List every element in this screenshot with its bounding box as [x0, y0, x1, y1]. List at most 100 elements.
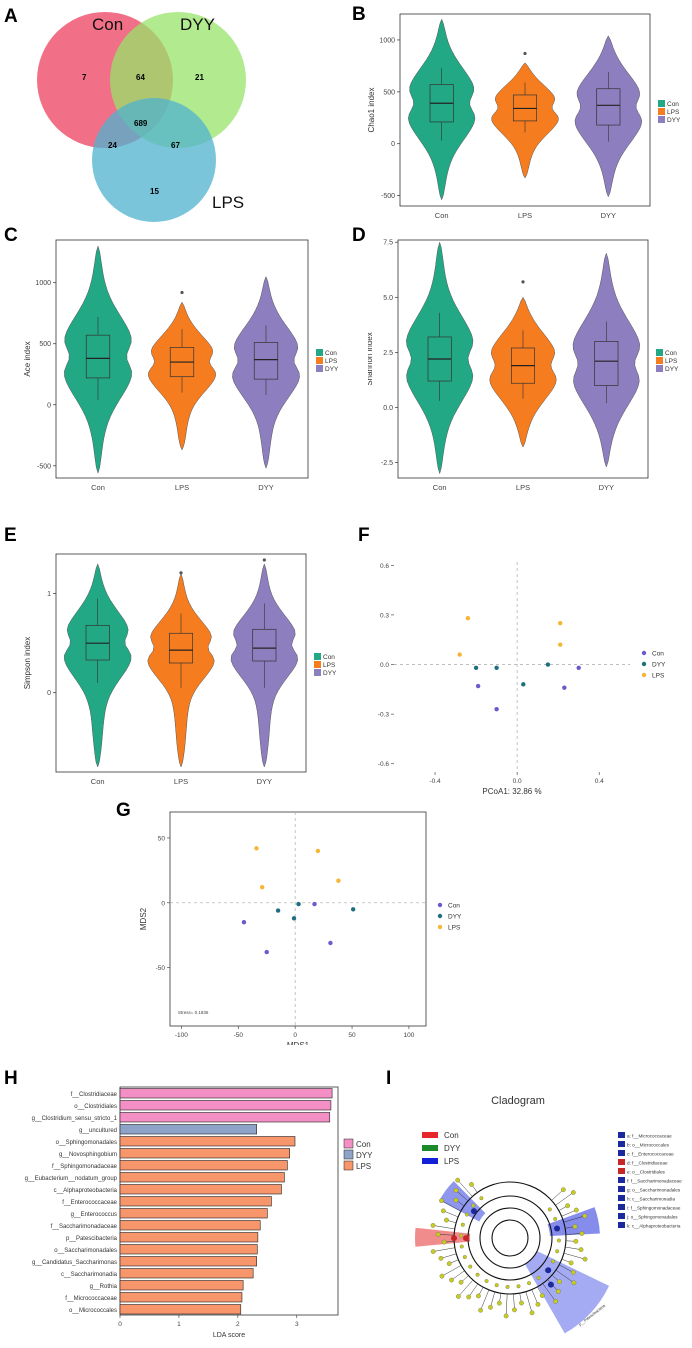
x-tick-label: LPS: [516, 483, 530, 492]
legend-swatch-lps: [658, 108, 665, 115]
lda-bar-label: g__Rothia: [90, 1284, 118, 1290]
legend-label-lps: LPS: [448, 925, 461, 932]
y-axis-title: Simpson index: [23, 637, 32, 689]
lda-bar-label: g__Candidatus_Saccharimonas: [32, 1260, 117, 1266]
venn-circle-lps: [92, 98, 216, 222]
legend-label-con: Con: [323, 654, 335, 661]
taxa-key-label: g: o__Saccharimonadales: [627, 1188, 681, 1193]
clade-node: [570, 1270, 576, 1275]
y-tick-label: 0: [47, 402, 51, 409]
clade-branch: [443, 1210, 459, 1218]
legend-label-lps: LPS: [323, 662, 336, 669]
point-lps: [254, 846, 259, 851]
clade-node: [536, 1275, 541, 1280]
lda-bar-label: f__Clostridiaceae: [71, 1092, 118, 1098]
y-axis-title: MDS2: [139, 907, 148, 930]
panel-letter-b: B: [352, 4, 366, 25]
taxa-key-label: i: f__Sphingomonadaceae: [627, 1206, 681, 1211]
lda-bar: [119, 1304, 242, 1315]
clade-node: [529, 1310, 535, 1316]
x-tick-label: 0.0: [513, 778, 522, 785]
clade-node: [449, 1277, 454, 1283]
y-tick-label: -500: [381, 193, 395, 200]
clade-node: [555, 1249, 560, 1254]
clade-branch: [542, 1283, 556, 1302]
lda-bar: [119, 1100, 332, 1111]
y-tick-label: 0.0: [380, 662, 389, 669]
clade-highlight: [524, 1251, 610, 1334]
x-tick-label: DYY: [599, 483, 614, 492]
clade-node: [578, 1247, 584, 1252]
lda-bar: [119, 1280, 244, 1291]
point-dyy: [545, 662, 551, 667]
y-tick-label: 7.5: [383, 240, 393, 247]
clade-node: [439, 1198, 444, 1204]
lda-bar-label: o__Micrococcales: [69, 1308, 117, 1314]
clado-legend-swatch-con: [422, 1132, 438, 1138]
clade-node: [453, 1188, 459, 1193]
x-tick-label: DYY: [258, 483, 273, 492]
x-tick-label: DYY: [601, 211, 616, 220]
legend-swatch-con: [314, 653, 321, 660]
clade-node: [574, 1207, 579, 1213]
lda-bar-label: g__Enterococcus: [71, 1212, 117, 1218]
lda-bar: [119, 1184, 282, 1195]
outlier-point: [262, 558, 266, 562]
clade-branch: [555, 1269, 575, 1283]
clade-node: [573, 1238, 579, 1244]
y-tick-label: 0.6: [380, 563, 389, 570]
lda-bar-label: g__Clostridium_sensu_stricto_1: [32, 1116, 118, 1122]
legend-swatch-lps: [343, 1160, 354, 1171]
clade-node: [471, 1203, 476, 1208]
taxa-key-swatch: [618, 1159, 625, 1165]
panel-letter-i: I: [386, 1068, 392, 1089]
clade-node: [505, 1284, 510, 1289]
x-tick-label: -50: [234, 1032, 244, 1039]
clade-branch: [563, 1215, 585, 1223]
stress-annotation: Stress= 0.1836: [178, 1010, 209, 1015]
legend-swatch-con: [343, 1138, 354, 1149]
y-axis-title: Shannon index: [368, 332, 374, 385]
x-axis-title: LDA score: [213, 1332, 245, 1339]
lda-bar-label: f__Micrococcaceae: [65, 1296, 117, 1302]
x-tick-label: 0: [293, 1032, 297, 1039]
lda-bar: [119, 1208, 268, 1219]
plot-frame: [169, 811, 427, 1027]
x-tick-label: 50: [348, 1032, 356, 1039]
lda-bar: [119, 1112, 331, 1123]
y-tick-label: -50: [156, 965, 166, 972]
clade-node: [557, 1279, 562, 1285]
legend-swatch-dyy: [658, 116, 665, 123]
legend-swatch-lps: [316, 357, 323, 364]
x-tick-label: 100: [404, 1032, 415, 1039]
plot-frame: [394, 562, 630, 772]
lda-bar-label: c__Saccharimonadia: [61, 1272, 118, 1278]
lda-bar: [119, 1136, 296, 1147]
panel-letter-e: E: [4, 525, 17, 546]
taxa-key-label: c: f__Enterococcaceae: [627, 1152, 674, 1157]
clade-node: [456, 1294, 461, 1299]
legend-swatch-lps: [656, 357, 663, 364]
x-tick-label: -0.4: [429, 778, 441, 785]
legend-label-dyy: DYY: [652, 662, 666, 669]
point-lps: [315, 848, 321, 854]
y-tick-label: 0: [391, 141, 395, 148]
clade-node: [430, 1223, 436, 1228]
clade-node: [494, 1283, 499, 1288]
clade-node: [579, 1231, 585, 1236]
box-con: [85, 334, 111, 379]
venn-count-lps-only: 15: [150, 187, 159, 196]
taxa-key-swatch: [618, 1168, 625, 1174]
clade-node: [478, 1307, 483, 1313]
lda-bar-label: c__Alphaproteobacteria: [54, 1188, 118, 1194]
clade-node: [462, 1255, 467, 1259]
point-dyy: [494, 665, 499, 671]
x-tick-label: LPS: [518, 211, 532, 220]
x-tick-label: Con: [91, 777, 105, 786]
point-lps: [465, 616, 471, 621]
venn-diagram: Con DYY LPS 7 64 21 689 24 67 15: [37, 12, 246, 222]
lda-bar: [119, 1172, 285, 1183]
x-axis-title: MDS1: [287, 1041, 310, 1045]
